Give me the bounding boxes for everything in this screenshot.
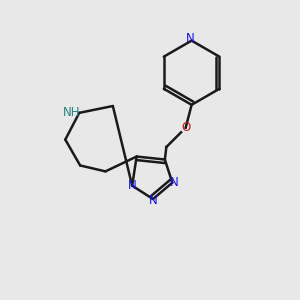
Text: N: N (148, 194, 157, 207)
Text: O: O (181, 121, 190, 134)
Text: N: N (169, 176, 178, 189)
Text: N: N (128, 179, 136, 192)
Text: N: N (186, 32, 195, 45)
Text: NH: NH (63, 106, 81, 119)
